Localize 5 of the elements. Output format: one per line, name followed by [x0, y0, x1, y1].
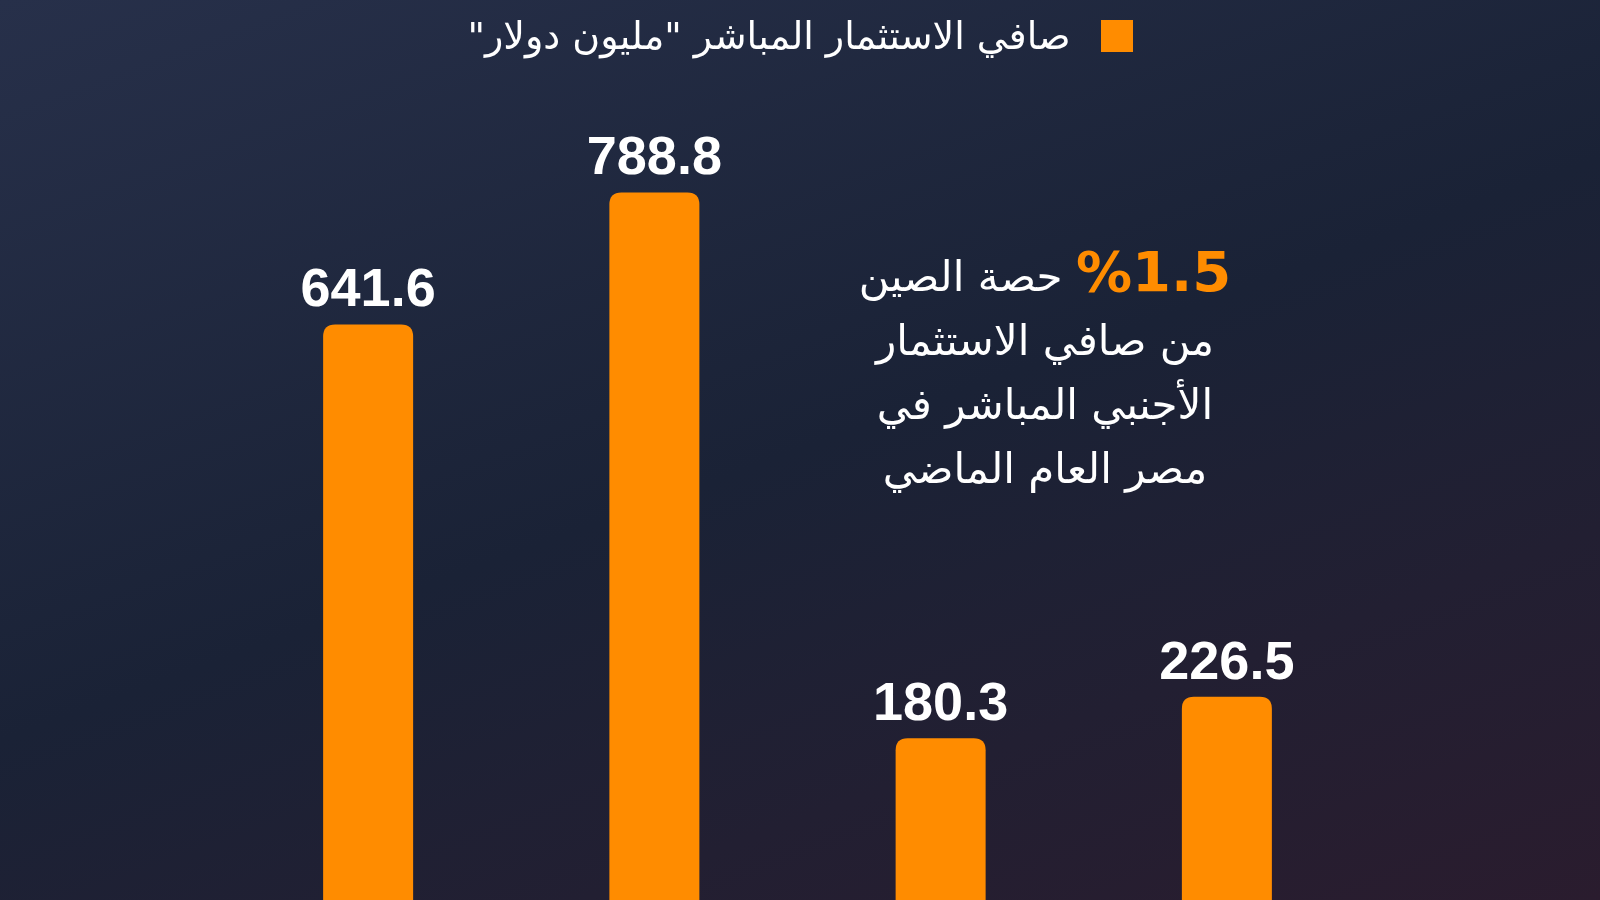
data-label: 226.5 [1159, 629, 1295, 690]
data-label: 180.3 [873, 671, 1009, 732]
legend-label: صافي الاستثمار المباشر "مليون دولار" [467, 14, 1071, 58]
data-label: 788.8 [586, 125, 722, 186]
data-label: 641.6 [300, 257, 436, 318]
